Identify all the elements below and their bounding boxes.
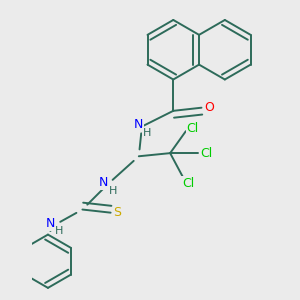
- Text: S: S: [113, 206, 122, 219]
- Text: Cl: Cl: [200, 147, 212, 160]
- Text: O: O: [204, 101, 214, 114]
- Text: Cl: Cl: [182, 177, 194, 190]
- Text: H: H: [143, 128, 152, 138]
- Text: H: H: [56, 226, 64, 236]
- Text: N: N: [46, 217, 55, 230]
- Text: N: N: [99, 176, 108, 189]
- Text: H: H: [109, 186, 117, 196]
- Text: Cl: Cl: [187, 122, 199, 135]
- Text: Cl: Cl: [0, 230, 1, 243]
- Text: N: N: [134, 118, 143, 131]
